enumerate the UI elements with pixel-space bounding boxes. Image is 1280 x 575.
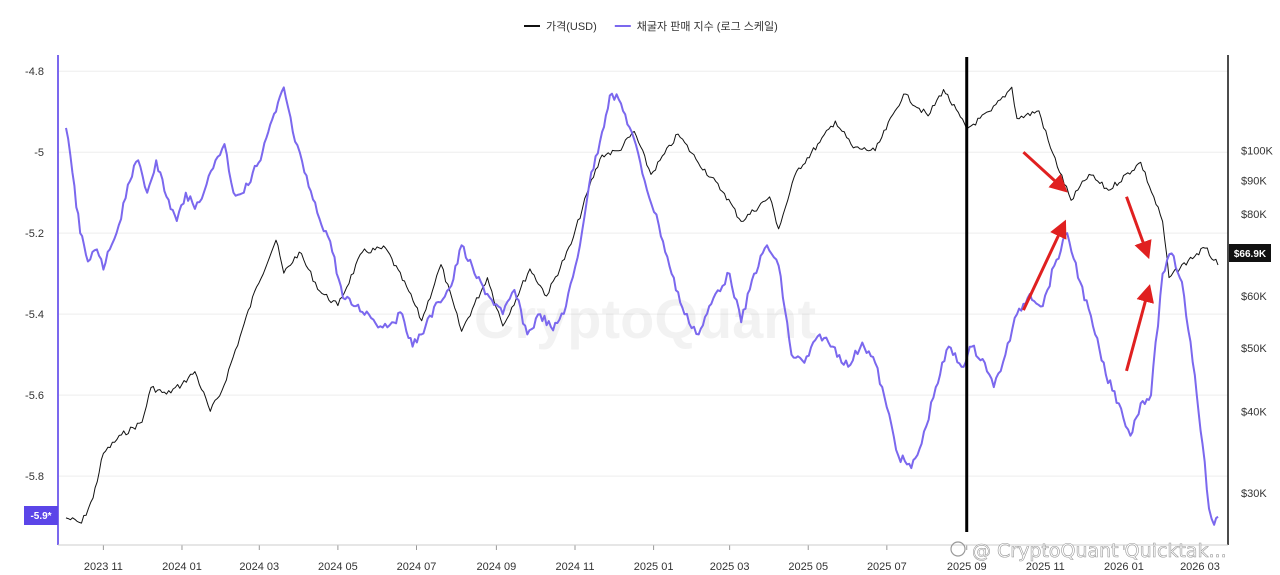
x-tick-label: 2024 11	[556, 561, 595, 573]
legend-item[interactable]: 채굴자 판매 지수 (로그 스케일)	[614, 19, 778, 33]
right-current-badge-text: $66.9K	[1234, 249, 1267, 260]
legend[interactable]: 가격(USD) 채굴자 판매 지수 (로그 스케일)	[524, 19, 778, 33]
left-axis-ticks: -4.8 -5 -5.2 -5.4 -5.6 -5.8	[25, 66, 44, 483]
x-tick-label: 2025 07	[867, 561, 907, 573]
right-tick-label: $60K	[1241, 291, 1267, 303]
right-tick-label: $90K	[1241, 176, 1267, 188]
x-tick-label: 2023 11	[84, 561, 123, 573]
right-tick-label: $30K	[1241, 488, 1267, 500]
left-tick-label: -5.4	[25, 309, 44, 321]
x-tick-label: 2025 09	[947, 561, 987, 573]
left-tick-label: -5	[34, 147, 44, 159]
annotation-arrow	[1022, 219, 1067, 311]
cryptoquant-logo-icon	[950, 541, 966, 557]
right-current-badge: $66.9K	[1229, 244, 1271, 262]
x-tick-label: 2024 01	[162, 561, 202, 573]
x-axis-ticks: 2023 11 2024 01 2024 03 2024 05 2024 07 2024 …	[84, 545, 1220, 573]
x-tick-label: 2025 11	[1026, 561, 1065, 573]
x-tick-label: 2026 01	[1104, 561, 1144, 573]
legend-item[interactable]: 가격(USD)	[524, 20, 597, 33]
left-tick-label: -5.2	[25, 228, 44, 240]
x-tick-label: 2025 03	[710, 561, 750, 573]
legend-label: 가격(USD)	[546, 20, 597, 33]
credit-text: @ CryptoQuant Quicktak...	[972, 540, 1227, 562]
x-tick-label: 2024 03	[239, 561, 279, 573]
legend-label: 채굴자 판매 지수 (로그 스케일)	[637, 19, 778, 33]
left-tick-label: -4.8	[25, 66, 44, 78]
right-tick-label: $50K	[1241, 343, 1267, 355]
annotation-arrow	[1125, 284, 1154, 372]
left-current-badge: -5.9*	[24, 506, 58, 525]
x-tick-label: 2024 07	[397, 561, 437, 573]
right-tick-label: $80K	[1241, 209, 1267, 221]
x-tick-label: 2024 09	[477, 561, 517, 573]
right-tick-label: $40K	[1241, 406, 1267, 418]
right-axis-ticks: $100K$90K$80K$70K$60K$50K$40K$30K	[1241, 146, 1273, 500]
grid-lines	[58, 70, 1228, 477]
credit-watermark: @ CryptoQuant Quicktak...	[950, 540, 1227, 562]
annotation-arrows	[1022, 151, 1154, 372]
x-tick-label: 2025 05	[788, 561, 828, 573]
watermark: CryptoQuant	[474, 287, 816, 350]
annotation-arrow	[1125, 196, 1152, 260]
left-tick-label: -5.8	[25, 471, 44, 483]
x-tick-label: 2025 01	[634, 561, 674, 573]
left-current-badge-text: -5.9*	[30, 511, 51, 522]
series-line-price	[65, 86, 1219, 524]
x-tick-label: 2024 05	[318, 561, 358, 573]
x-tick-label: 2026 03	[1180, 561, 1220, 573]
right-tick-label: $100K	[1241, 146, 1273, 158]
annotation-arrow	[1022, 151, 1068, 193]
left-tick-label: -5.6	[25, 390, 44, 402]
